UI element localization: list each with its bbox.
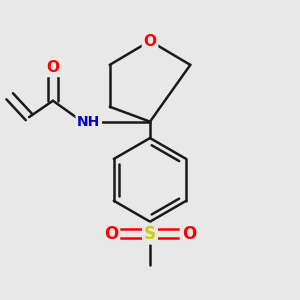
Text: O: O [182,225,196,243]
Text: O: O [104,225,118,243]
Text: S: S [144,225,156,243]
Text: O: O [46,60,59,75]
Text: NH: NH [77,115,101,129]
Text: O: O [143,34,157,49]
